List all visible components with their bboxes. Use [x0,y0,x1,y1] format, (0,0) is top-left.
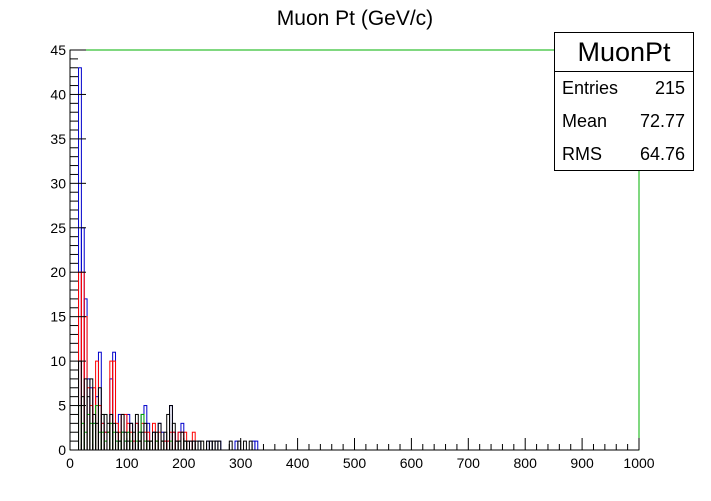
stats-label: RMS [562,144,602,164]
stats-value: 72.77 [639,111,685,131]
histogram-bin [200,440,205,451]
stats-row-rms: RMS 64.76 [555,138,693,171]
y-tick-label: 0 [58,442,66,458]
x-tick-label: 400 [286,455,310,471]
stats-row-entries: Entries 215 [555,72,693,105]
x-tick-label: 800 [514,455,538,471]
x-tick-label: 600 [400,455,424,471]
x-tick-label: 300 [229,455,253,471]
series-3 [78,360,253,451]
stats-value: 64.76 [639,144,685,164]
y-tick-label: 15 [50,309,66,325]
histogram-bin [254,440,259,451]
x-tick-label: 200 [172,455,196,471]
x-tick-label: 900 [570,455,594,471]
y-tick-label: 30 [50,175,66,191]
y-tick-label: 20 [50,264,66,280]
x-tick-label: 100 [115,455,139,471]
y-tick-label: 35 [50,131,66,147]
x-tick-label: 700 [457,455,481,471]
y-tick-label: 40 [50,86,66,102]
chart-title: Muon Pt (GeV/c) [277,7,433,30]
stats-label: Mean [562,111,608,131]
histogram-bin [243,440,247,451]
x-tick-label: 1000 [623,455,654,471]
stats-box: MuonPt Entries 215 Mean 72.77 RMS 64.76 [554,32,694,171]
series-0 [78,67,259,451]
y-tick-label: 45 [50,42,66,58]
x-tick-label: 500 [343,455,367,471]
y-tick-label: 10 [50,353,66,369]
axes: 0 100 200 300 400 500 600 700 800 900 1000 0 5 10 15 20… [50,42,654,471]
x-tick-label: 0 [66,455,74,471]
histogram-series [78,67,259,451]
y-tick-label: 25 [50,220,66,236]
stats-row-mean: Mean 72.77 [555,105,693,138]
stats-title: MuonPt [555,33,693,72]
stats-label: Entries [562,78,619,98]
y-tick-label: 5 [58,398,66,414]
stats-value: 215 [654,78,685,98]
